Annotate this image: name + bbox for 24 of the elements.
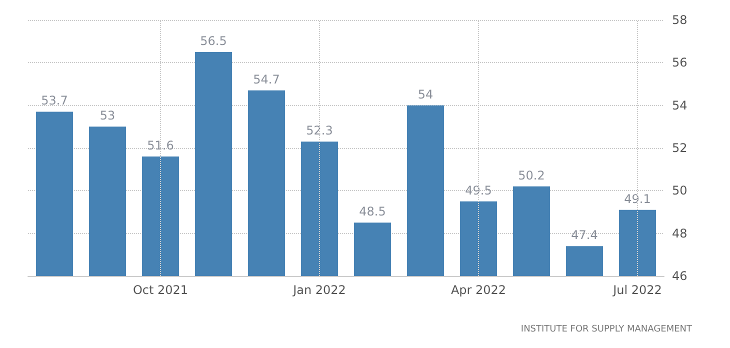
x-tick-label: Jul 2022	[612, 283, 662, 297]
y-tick-label: 52	[672, 141, 688, 155]
y-tick-label: 56	[672, 56, 688, 70]
data-label: 54	[418, 87, 434, 102]
y-tick-label: 50	[672, 184, 688, 198]
data-label: 52.3	[306, 124, 333, 138]
data-label: 47.4	[571, 228, 598, 242]
data-label: 49.1	[624, 192, 651, 206]
data-label: 53	[100, 108, 116, 123]
y-tick-label: 46	[672, 269, 688, 283]
data-label: 48.5	[359, 204, 386, 219]
data-label: 50.2	[518, 168, 545, 182]
x-tick-label: Oct 2021	[132, 283, 188, 297]
y-tick-label: 54	[672, 98, 688, 112]
data-label: 49.5	[465, 183, 492, 198]
data-label: 54.7	[253, 72, 280, 86]
data-label: 51.6	[147, 138, 174, 153]
data-label: 56.5	[200, 34, 227, 48]
y-tick-label: 58	[672, 13, 688, 27]
x-tick-label: Apr 2022	[450, 283, 506, 297]
y-tick-label: 48	[672, 226, 688, 240]
x-tick-label: Jan 2022	[292, 283, 346, 297]
text: INSTITUTE FOR SUPPLY MANAGEMENT	[520, 324, 692, 334]
data-label: 53.7	[41, 94, 68, 108]
